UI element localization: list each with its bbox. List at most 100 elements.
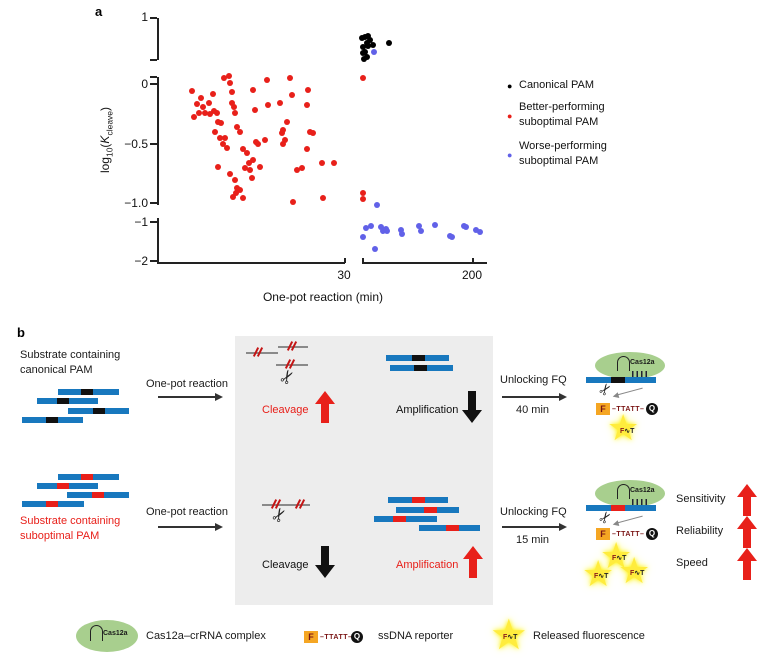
reporter-sequence: –TTATT– — [612, 406, 645, 413]
y-tick — [150, 221, 157, 223]
scatter-point — [249, 175, 256, 181]
scatter-point — [417, 227, 424, 234]
cleavage-label-2: Cleavage — [262, 559, 309, 571]
scatter-point — [214, 164, 221, 171]
y-tick — [150, 76, 157, 78]
scatter-point — [221, 134, 228, 141]
y-axis-segment-bottom — [157, 218, 159, 263]
y-axis-segment-top — [157, 18, 159, 60]
fluorescence-star-icon: ★ — [607, 407, 640, 448]
legend-dot-canonical: ● — [507, 81, 513, 91]
dna-bar-suboptimal — [58, 474, 119, 480]
crrna-comb-icon — [632, 371, 650, 377]
unlocking-fq-label-2: Unlocking FQ — [500, 506, 567, 518]
scatter-point — [371, 245, 378, 252]
scatter-point — [234, 123, 241, 130]
scatter-point — [399, 231, 406, 237]
scatter-point — [231, 177, 238, 184]
dna-bar-suboptimal — [22, 501, 84, 507]
dna-bar-canonical — [22, 417, 83, 423]
scatter-point — [361, 56, 368, 63]
scatter-point — [229, 89, 236, 96]
crrna-hairpin-icon — [90, 625, 103, 641]
amplified-bar-suboptimal — [374, 516, 437, 522]
target-bar-suboptimal — [586, 505, 656, 511]
legend-dot-better: ● — [507, 111, 513, 121]
scatter-point — [361, 34, 368, 41]
amplification-label-2: Amplification — [396, 559, 459, 571]
scatter-point — [231, 103, 238, 110]
released-tag: F∿T — [630, 570, 645, 577]
scatter-point — [241, 165, 248, 172]
scatter-point — [476, 229, 483, 235]
x-tick-label: 30 — [337, 268, 351, 282]
cas12a-text: Cas12a — [630, 359, 655, 366]
scatter-point — [288, 91, 295, 98]
scatter-point — [303, 102, 310, 109]
scatter-point — [318, 159, 325, 166]
amplified-bar-suboptimal — [388, 497, 448, 503]
scatter-point — [279, 127, 286, 134]
scatter-point — [232, 190, 239, 197]
scatter-point — [263, 77, 270, 84]
x-axis-segment-left — [157, 262, 345, 264]
reporter-sequence: –TTATT– — [612, 531, 645, 538]
scatter-point — [249, 86, 256, 93]
dna-bar-suboptimal — [37, 483, 98, 489]
amplification-up-arrow-2 — [463, 546, 483, 579]
y-tick-label: 1 — [141, 10, 148, 24]
scatter-point — [367, 223, 374, 229]
scatter-point — [194, 101, 201, 108]
outcome-speed: Speed — [676, 557, 708, 569]
x-tick — [472, 258, 474, 263]
scatter-point — [281, 136, 288, 143]
scatter-point — [214, 109, 221, 116]
dna-bar-suboptimal — [67, 492, 129, 498]
scatter-point — [244, 150, 251, 157]
scatter-point — [195, 109, 202, 116]
scatter-point — [239, 195, 246, 202]
scatter-point — [226, 171, 233, 178]
scatter-point — [320, 195, 327, 202]
quencher-circle: Q — [646, 403, 658, 415]
scatter-point — [249, 157, 256, 164]
scatter-point — [330, 159, 337, 166]
scatter-point — [369, 42, 376, 49]
cleavage-down-arrow-2 — [315, 546, 335, 579]
legend-cas12a-complex-label: Cas12a–crRNA complex — [146, 630, 266, 642]
legend-label: Canonical PAM — [519, 79, 594, 91]
amplification-label-1: Amplification — [396, 404, 459, 416]
cas12a-blob — [595, 480, 665, 507]
scatter-point — [209, 90, 216, 97]
amplified-bar-suboptimal — [396, 507, 459, 513]
crrna-hairpin-icon — [617, 356, 630, 371]
scatter-point — [276, 100, 283, 107]
scatter-point — [383, 227, 390, 234]
scatter-point — [365, 33, 372, 40]
scatter-point — [286, 75, 293, 82]
x-tick — [344, 258, 346, 263]
scatter-point — [219, 140, 226, 147]
scatter-point — [202, 109, 209, 116]
scatter-point — [207, 110, 214, 117]
y-tick-label: −0.5 — [124, 137, 148, 151]
scatter-point — [473, 227, 480, 233]
outcome-reliability: Reliability — [676, 525, 724, 537]
target-bar-canonical — [586, 377, 656, 383]
y-tick — [150, 17, 157, 19]
y-axis-segment-middle — [157, 77, 159, 205]
substrate-suboptimal-label-line1: Substrate containing — [20, 515, 121, 527]
scatter-point — [463, 223, 470, 230]
scatter-point — [226, 72, 233, 79]
legend-dot-worse: ● — [507, 150, 513, 160]
cut-mark — [294, 499, 306, 510]
scatter-point — [359, 44, 366, 51]
outcome-sensitivity: Sensitivity — [676, 493, 726, 505]
one-pot-reaction-label-2: One-pot reaction — [146, 506, 228, 518]
scatter-point — [432, 221, 439, 228]
cas12a-text: Cas12a — [103, 630, 128, 637]
panel-a: a 1 0 −0.5 −1.0 −1 −2 30 200 log10(Kclea… — [0, 0, 768, 320]
outcome-up-arrow — [737, 484, 757, 517]
legend-released-fluorescence-label: Released fluorescence — [533, 630, 645, 642]
